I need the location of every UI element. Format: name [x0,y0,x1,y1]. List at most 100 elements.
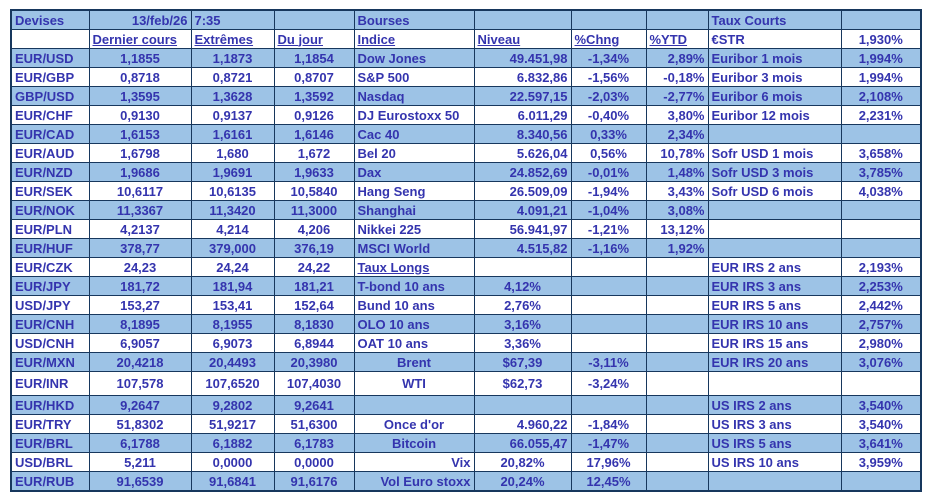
spacer-cell [570,9,647,30]
index-name-label: Vol Euro stoxx [353,471,475,492]
col-header-dernier-cours: Dernier cours [88,29,192,49]
extremes-cell: 6,9073 [190,333,275,353]
currency-pair-label: GBP/USD [10,86,90,106]
index-chng-cell: -1,56% [570,67,647,87]
table-row: EUR/CZK 24,23 24,24 24,22 Taux Longs EUR IRS … [10,257,922,277]
index-ytd-cell: 2,34% [645,124,709,144]
du-jour-cell: 6,8944 [273,333,355,353]
index-name-label: Bitcoin [353,433,475,453]
currency-pair-label: USD/JPY [10,295,90,315]
rate-value-cell: 3,076% [840,352,922,372]
currency-pair-label: USD/CNH [10,333,90,353]
spacer-cell [10,29,90,49]
table-row: EUR/HUF 378,77 379,000 376,19 MSCI World 4.51… [10,238,922,258]
table-row: EUR/TRY 51,8302 51,9217 51,6300 Once d'or 4.9… [10,414,922,434]
rate-label: Euribor 6 mois [707,86,842,106]
index-level-cell: 3,36% [473,333,572,353]
currency-pair-label: EUR/GBP [10,67,90,87]
table-row: EUR/INR 107,578 107,6520 107,4030 WTI $62,73-… [10,371,922,396]
index-name-label: Once d'or [353,414,475,434]
currency-pair-label: EUR/HKD [10,395,90,415]
index-ytd-cell: -2,77% [645,86,709,106]
table-row: EUR/PLN 4,2137 4,214 4,206 Nikkei 225 56.941,… [10,219,922,239]
index-level-cell: 5.626,04 [473,143,572,163]
index-level-cell: $67,39 [473,352,572,372]
spacer-cell [273,9,355,30]
index-ytd-cell: 13,12% [645,219,709,239]
index-chng-cell: -2,03% [570,86,647,106]
rate-label: EUR IRS 5 ans [707,295,842,315]
index-chng-cell: -3,11% [570,352,647,372]
index-level-cell: 66.055,47 [473,433,572,453]
du-jour-cell: 376,19 [273,238,355,258]
extremes-cell: 20,4493 [190,352,275,372]
col-header-niveau: Niveau [473,29,572,49]
index-level-cell: 6.832,86 [473,67,572,87]
index-chng-cell: 0,56% [570,143,647,163]
du-jour-cell: 0,9126 [273,105,355,125]
table-row: EUR/AUD 1,6798 1,680 1,672 Bel 20 5.626,04 0,5… [10,143,922,163]
last-price-cell: 378,77 [88,238,192,258]
rate-label: EUR IRS 3 ans [707,276,842,296]
rate-value-cell: 1,994% [840,67,922,87]
index-name-label: Bel 20 [353,143,475,163]
du-jour-cell: 0,8707 [273,67,355,87]
index-ytd-cell [645,352,709,372]
index-chng-cell: 12,45% [570,471,647,492]
index-ytd-cell: 3,43% [645,181,709,201]
index-ytd-cell: 3,80% [645,105,709,125]
index-level-cell: 56.941,97 [473,219,572,239]
extremes-cell: 11,3420 [190,200,275,220]
extremes-cell: 9,2802 [190,395,275,415]
index-level-cell: 24.852,69 [473,162,572,182]
index-ytd-cell [645,395,709,415]
rate-value-cell: 4,038% [840,181,922,201]
index-ytd-cell: -0,18% [645,67,709,87]
currency-pair-label: EUR/MXN [10,352,90,372]
du-jour-cell: 1,3592 [273,86,355,106]
market-dashboard-table: Devises 13/feb/26 7:35 Bourses Taux Cour… [10,9,922,492]
index-name-label: OAT 10 ans [353,333,475,353]
last-price-cell: 51,8302 [88,414,192,434]
date-cell: 13/feb/26 [88,9,192,30]
currency-pair-label: EUR/NOK [10,200,90,220]
col-header-ytd: %YTD [645,29,709,49]
extremes-cell: 8,1955 [190,314,275,334]
index-name-label: Taux Longs [353,257,475,277]
table-row: USD/JPY 153,27 153,41 152,64 Bund 10 ans 2,76… [10,295,922,315]
index-ytd-cell: 1,48% [645,162,709,182]
index-chng-cell: 17,96% [570,452,647,472]
index-chng-cell [570,257,647,277]
index-level-cell: 4.091,21 [473,200,572,220]
index-name-label: Dax [353,162,475,182]
extremes-cell: 153,41 [190,295,275,315]
last-price-cell: 1,6153 [88,124,192,144]
index-name-label: Hang Seng [353,181,475,201]
index-level-cell: 4.960,22 [473,414,572,434]
du-jour-cell: 51,6300 [273,414,355,434]
index-name-label: Nasdaq [353,86,475,106]
du-jour-cell: 1,6146 [273,124,355,144]
rate-value-cell: 2,757% [840,314,922,334]
col-header-indice: Indice [353,29,475,49]
index-chng-cell: -1,47% [570,433,647,453]
rate-value-cell: 2,442% [840,295,922,315]
rate-label: Sofr USD 3 mois [707,162,842,182]
extremes-cell: 1,3628 [190,86,275,106]
index-name-label: Brent [353,352,475,372]
index-ytd-cell [645,295,709,315]
rate-label [707,371,842,396]
index-ytd-cell: 3,08% [645,200,709,220]
rate-label [707,200,842,220]
rate-value-cell: 3,540% [840,414,922,434]
rate-value-cell [840,124,922,144]
section-title-row: Devises 13/feb/26 7:35 Bourses Taux Cour… [10,9,922,30]
du-jour-cell: 0,0000 [273,452,355,472]
rate-value-cell: 3,641% [840,433,922,453]
index-chng-cell: -1,16% [570,238,647,258]
rate-value-cell: 3,785% [840,162,922,182]
taux-courts-section-title: Taux Courts [707,9,842,30]
currency-pair-label: EUR/HUF [10,238,90,258]
last-price-cell: 10,6117 [88,181,192,201]
currency-pair-label: EUR/BRL [10,433,90,453]
